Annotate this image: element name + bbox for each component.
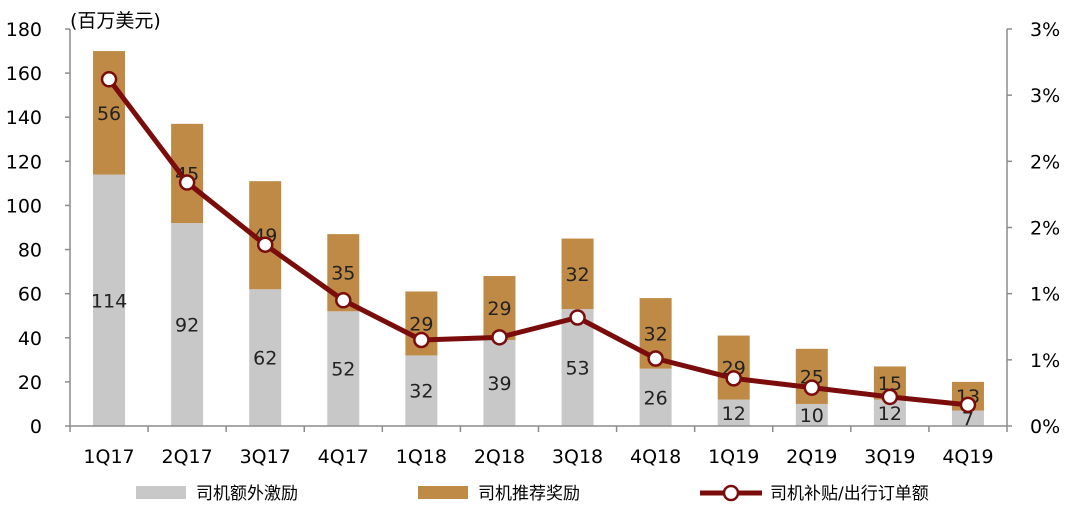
bar-driver-extra-incentive-1Q19 — [717, 399, 750, 426]
bar-driver-referral-1Q19 — [717, 335, 750, 400]
legend: 司机额外激励 司机推荐奖励 司机补贴/出行订单额 — [136, 484, 929, 504]
data-label-referral-3Q18: 32 — [565, 264, 589, 286]
y-left-tick-label: 60 — [18, 284, 42, 306]
data-label-extra-incentive-2Q17: 92 — [175, 315, 199, 337]
bar-driver-extra-incentive-2Q18 — [483, 339, 516, 426]
legend-label-referral: 司机推荐奖励 — [478, 484, 580, 504]
data-label-extra-incentive-2Q18: 39 — [487, 373, 511, 395]
line-point-3Q19 — [881, 388, 899, 406]
data-label-referral-2Q18: 29 — [487, 298, 511, 320]
y-left-tick-label: 40 — [18, 328, 42, 350]
x-tick-label-3Q17: 3Q17 — [240, 446, 291, 468]
line-point-2Q18 — [491, 329, 508, 346]
y-right-tick-label: 3% — [1030, 85, 1060, 107]
y-left-tick-label: 140 — [6, 107, 42, 129]
y-left-tick-label: 120 — [6, 151, 42, 173]
data-label-extra-incentive-1Q19: 12 — [722, 403, 746, 425]
y-right-tick-label: 2% — [1030, 151, 1060, 173]
x-tick-label-1Q19: 1Q19 — [708, 446, 759, 468]
y-axis-unit-label: (百万美元) — [70, 10, 161, 32]
data-label-extra-incentive-4Q17: 52 — [331, 359, 355, 381]
line-point-1Q18 — [413, 331, 430, 349]
line-point-1Q19 — [725, 370, 742, 387]
line-point-2Q19 — [803, 379, 821, 396]
data-label-extra-incentive-2Q19: 10 — [800, 405, 824, 427]
legend-label-extra-incentive: 司机额外激励 — [196, 484, 298, 504]
x-tick-label-4Q19: 4Q19 — [942, 446, 993, 468]
legend-swatch-line-marker — [722, 484, 740, 502]
line-point-4Q17 — [335, 292, 352, 309]
legend-swatch-extra-incentive — [136, 486, 186, 499]
line-subsidy-ratio — [107, 77, 969, 408]
y-right-tick-label: 0% — [1030, 416, 1060, 438]
bar-driver-referral-2Q17 — [171, 123, 204, 224]
x-tick-label-1Q17: 1Q17 — [83, 446, 134, 468]
bar-driver-extra-incentive-1Q18 — [405, 355, 438, 426]
bar-driver-extra-incentive-4Q19 — [951, 410, 984, 426]
x-tick-label-2Q17: 2Q17 — [162, 446, 213, 468]
bar-driver-extra-incentive-2Q17 — [171, 223, 204, 426]
line-point-4Q19 — [959, 396, 977, 414]
bar-driver-extra-incentive-3Q17 — [249, 289, 282, 426]
y-left-tick-label: 100 — [6, 195, 42, 217]
y-right-tick-label: 1% — [1030, 350, 1060, 372]
data-label-referral-1Q18: 29 — [409, 313, 433, 335]
x-tick-label-3Q18: 3Q18 — [552, 446, 603, 468]
bar-driver-extra-incentive-4Q17 — [327, 311, 360, 426]
bar-driver-extra-incentive-1Q17 — [93, 174, 126, 426]
line-point-3Q17 — [256, 236, 274, 253]
y-left-tick-label: 180 — [6, 19, 42, 41]
line-point-4Q18 — [647, 350, 664, 367]
legend-swatch-referral — [418, 486, 468, 499]
data-label-referral-1Q17: 56 — [97, 103, 121, 125]
line-point-2Q17 — [178, 174, 196, 191]
x-tick-label-2Q19: 2Q19 — [786, 446, 837, 468]
y-left-tick-label: 0 — [30, 416, 42, 438]
y-right-tick-label: 3% — [1030, 19, 1060, 41]
y-right-tick-label: 1% — [1030, 284, 1060, 306]
y-left-tick-label: 160 — [6, 63, 42, 85]
y-right-tick-label: 2% — [1030, 218, 1060, 240]
y-left-tick-label: 80 — [18, 240, 42, 262]
bar-driver-extra-incentive-2Q19 — [795, 403, 828, 426]
data-label-extra-incentive-1Q17: 114 — [91, 290, 127, 312]
legend-label-subsidy-ratio: 司机补贴/出行订单额 — [770, 484, 929, 504]
data-label-referral-3Q19: 15 — [878, 373, 902, 395]
line-point-1Q17 — [100, 71, 118, 88]
data-label-extra-incentive-3Q19: 12 — [878, 403, 902, 425]
bar-driver-extra-incentive-4Q18 — [639, 368, 672, 426]
data-label-extra-incentive-4Q18: 26 — [644, 387, 668, 409]
line-point-3Q18 — [569, 309, 586, 326]
axes-layer: 0 20 40 60 80 100 120 140 160 180 0% 1% 1% 2% 2% 3% 3% 1Q… — [6, 19, 1060, 468]
y-left-tick-label: 20 — [18, 372, 42, 394]
x-tick-label-3Q19: 3Q19 — [864, 446, 915, 468]
data-label-extra-incentive-3Q18: 53 — [565, 358, 589, 380]
data-label-extra-incentive-4Q19: 7 — [962, 408, 974, 430]
data-label-extra-incentive-1Q18: 32 — [409, 381, 433, 403]
bar-driver-extra-incentive-3Q18 — [561, 309, 594, 426]
data-label-referral-4Q17: 35 — [331, 263, 355, 285]
bar-driver-referral-3Q18 — [561, 238, 594, 310]
x-tick-label-4Q17: 4Q17 — [318, 446, 369, 468]
bars-layer: 1145692456249523532293929533226321229102… — [91, 51, 984, 430]
x-tick-label-1Q18: 1Q18 — [396, 446, 447, 468]
x-tick-label-4Q18: 4Q18 — [630, 446, 681, 468]
line-layer — [100, 71, 977, 414]
data-label-referral-4Q18: 32 — [644, 323, 668, 345]
x-tick-label-2Q18: 2Q18 — [474, 446, 525, 468]
data-label-extra-incentive-3Q17: 62 — [253, 348, 277, 370]
